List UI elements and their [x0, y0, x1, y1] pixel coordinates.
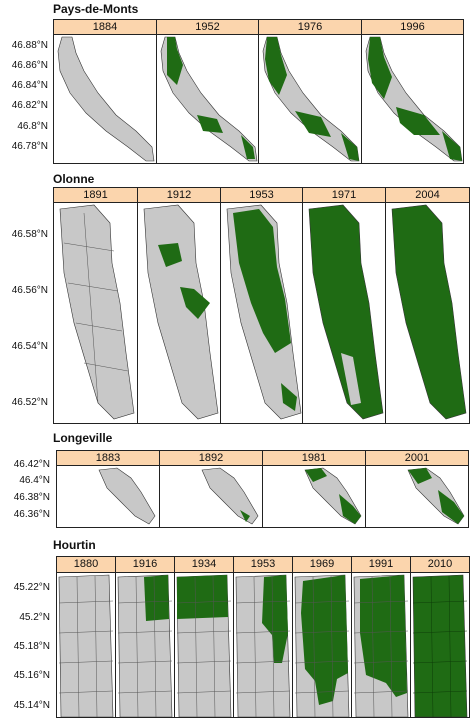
site-title-pays-de-monts: Pays-de-Monts	[53, 2, 139, 16]
year-strip: 1912	[137, 187, 221, 203]
forest-patch	[167, 37, 183, 85]
map-panel	[302, 202, 386, 424]
map-panel	[351, 572, 411, 718]
y-tick-label: 46.88°N	[11, 40, 48, 51]
map-panel	[410, 572, 470, 718]
year-strip: 1981	[262, 450, 366, 466]
year-strip: 1991	[351, 556, 411, 573]
y-tick-label: 46.58°N	[11, 229, 48, 240]
y-tick-label: 46.84°N	[11, 80, 48, 91]
map-panel	[174, 572, 234, 718]
y-tick-label: 45.22°N	[13, 582, 50, 593]
year-strip: 2004	[385, 187, 470, 203]
year-strip: 1969	[292, 556, 352, 573]
forest-patch	[241, 135, 255, 159]
map-panel	[159, 465, 263, 528]
y-tick-label: 46.36°N	[13, 509, 50, 520]
year-strip: 1880	[56, 556, 116, 573]
y-tick-label: 45.14°N	[13, 700, 50, 711]
map-panel	[53, 34, 157, 164]
map-panel	[56, 465, 160, 528]
map-panel	[115, 572, 175, 718]
site-title-olonne: Olonne	[53, 172, 95, 186]
year-strip: 1916	[115, 556, 175, 573]
map-panel	[385, 202, 470, 424]
y-tick-label: 46.56°N	[11, 285, 48, 296]
year-strip: 1934	[174, 556, 234, 573]
year-strip: 1971	[302, 187, 386, 203]
year-strip: 2001	[365, 450, 469, 466]
map-panel	[53, 202, 138, 424]
map-panel	[292, 572, 352, 718]
coastline-shape	[57, 36, 155, 162]
year-strip: 1891	[53, 187, 138, 203]
year-strip: 1976	[258, 19, 362, 35]
y-tick-label: 46.86°N	[11, 60, 48, 71]
year-strip: 1996	[361, 19, 464, 35]
map-panel	[233, 572, 293, 718]
year-strip: 1953	[233, 556, 293, 573]
map-panel	[56, 572, 116, 718]
y-tick-label: 46.78°N	[11, 141, 48, 152]
y-tick-label: 45.2°N	[19, 612, 50, 623]
y-tick-label: 46.54°N	[11, 341, 48, 352]
year-strip: 1953	[220, 187, 303, 203]
year-strip: 2010	[410, 556, 470, 573]
y-tick-label: 46.8°N	[17, 121, 48, 132]
map-panel	[258, 34, 362, 164]
year-strip: 1892	[159, 450, 263, 466]
year-strip: 1884	[53, 19, 157, 35]
map-panel	[220, 202, 303, 424]
y-tick-label: 46.4°N	[19, 475, 50, 486]
y-tick-label: 46.82°N	[11, 100, 48, 111]
y-tick-label: 46.38°N	[13, 492, 50, 503]
map-panel	[361, 34, 464, 164]
map-panel	[365, 465, 469, 528]
y-tick-label: 46.52°N	[11, 397, 48, 408]
forest-patch	[197, 115, 223, 133]
y-tick-label: 45.18°N	[13, 641, 50, 652]
y-tick-label: 45.16°N	[13, 670, 50, 681]
site-title-longeville: Longeville	[53, 431, 113, 445]
site-title-hourtin: Hourtin	[53, 538, 96, 552]
map-panel	[156, 34, 259, 164]
year-strip: 1952	[156, 19, 259, 35]
y-tick-label: 46.42°N	[13, 459, 50, 470]
map-panel	[262, 465, 366, 528]
year-strip: 1883	[56, 450, 160, 466]
map-panel	[137, 202, 221, 424]
